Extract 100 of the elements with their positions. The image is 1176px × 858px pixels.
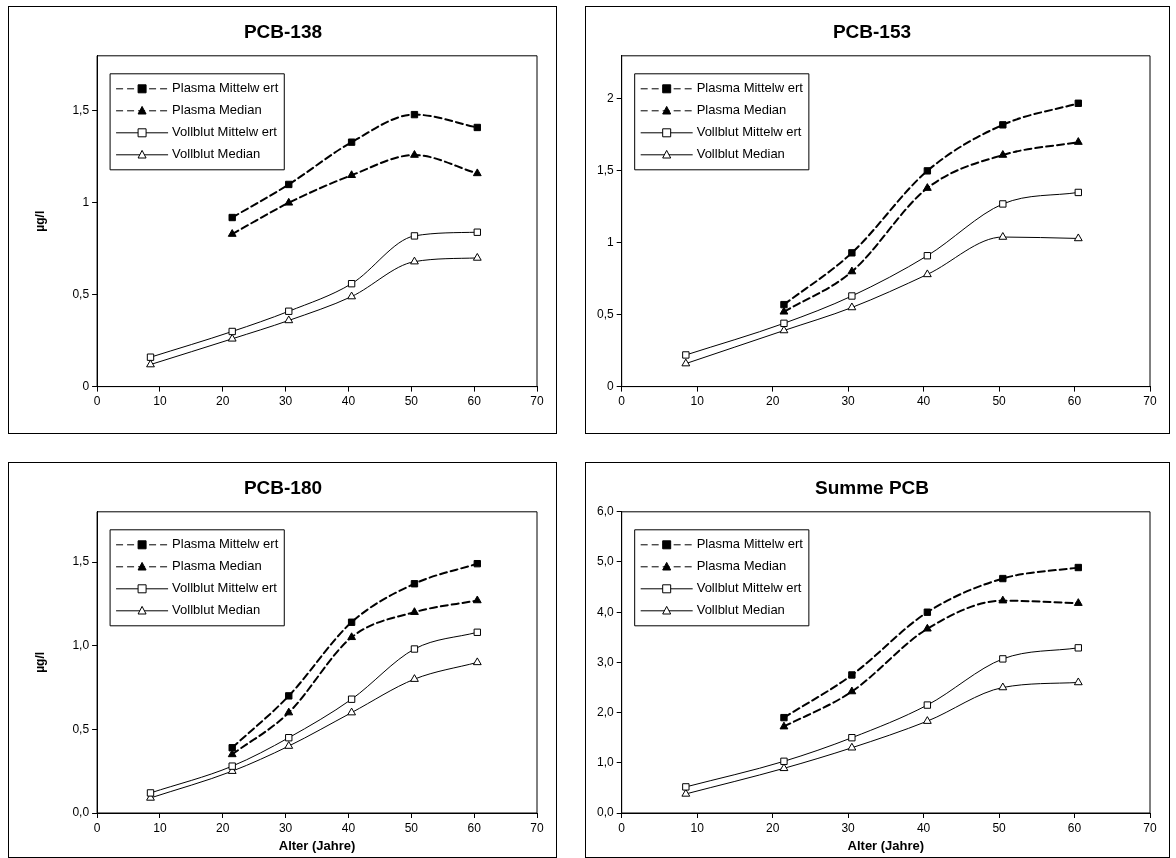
point: [848, 671, 856, 679]
y-tick-label: 1,0: [72, 637, 90, 652]
legend-label: Plasma Mittelw ert: [696, 536, 804, 552]
x-tick-label: 10: [153, 820, 167, 835]
x-tick-label: 20: [765, 820, 780, 835]
x-tick-label: 0: [93, 394, 101, 409]
x-tick-label: 20: [765, 394, 780, 409]
point: [1073, 677, 1083, 686]
x-tick-label: 20: [216, 820, 230, 835]
point: [472, 657, 482, 666]
x-tick-label: 0: [93, 820, 101, 835]
y-tick-label: 1: [82, 195, 90, 210]
y-tick-label: 2,0: [596, 704, 614, 719]
point: [847, 686, 857, 695]
legend-label: Plasma Median: [696, 102, 787, 118]
x-tick-label: 60: [467, 394, 482, 409]
point: [923, 252, 932, 260]
point: [347, 170, 356, 179]
point: [779, 306, 789, 315]
point: [347, 291, 356, 300]
point: [473, 228, 481, 236]
legend-label: Plasma Mittelw ert: [172, 536, 279, 552]
point: [1074, 188, 1082, 197]
chart-title: PCB-153: [832, 20, 912, 42]
point: [146, 359, 155, 368]
point: [228, 213, 236, 222]
legend-label: Plasma Median: [172, 558, 262, 574]
point: [410, 607, 419, 615]
point: [847, 302, 857, 311]
point: [284, 707, 294, 716]
y-axis-title: µg/l: [32, 651, 47, 673]
point: [410, 645, 419, 653]
x-tick-label: 0: [618, 394, 626, 409]
y-tick-label: 5,0: [596, 554, 614, 569]
point: [285, 692, 293, 700]
x-tick-label: 50: [992, 394, 1007, 409]
x-tick-label: 60: [1067, 394, 1082, 409]
point: [473, 628, 481, 636]
y-tick-label: 1: [606, 235, 614, 250]
point: [999, 655, 1007, 663]
legend-label: Plasma Median: [172, 102, 262, 118]
point: [998, 232, 1008, 240]
y-tick-label: 3,0: [596, 654, 614, 669]
point: [998, 595, 1008, 604]
y-tick-label: 0,0: [72, 805, 90, 820]
legend-label: Vollblut Median: [172, 146, 261, 162]
point: [1073, 137, 1083, 145]
point: [682, 783, 690, 791]
point: [847, 266, 857, 275]
x-tick-label: 70: [1143, 820, 1157, 835]
point: [922, 183, 932, 191]
point: [1074, 99, 1082, 107]
point: [227, 229, 237, 237]
point: [472, 252, 482, 261]
x-tick-label: 30: [841, 820, 856, 835]
y-tick-label: 1,0: [596, 755, 614, 770]
point: [410, 150, 419, 158]
point: [146, 353, 155, 361]
y-tick-label: 0,0: [596, 805, 614, 820]
x-tick-label: 50: [992, 820, 1007, 835]
legend-label: Plasma Mittelw ert: [172, 80, 279, 96]
point: [848, 249, 856, 257]
x-tick-label: 60: [467, 820, 482, 835]
point: [780, 757, 788, 765]
x-tick-label: 10: [690, 394, 705, 409]
point: [146, 789, 155, 797]
y-tick-label: 0,5: [72, 721, 90, 736]
x-tick-label: 20: [216, 394, 230, 409]
point: [285, 307, 293, 315]
x-tick-label: 40: [341, 394, 356, 409]
point: [228, 762, 236, 770]
y-tick-label: 1,5: [596, 163, 614, 178]
point: [682, 351, 690, 359]
x-tick-label: 30: [841, 394, 856, 409]
x-tick-label: 70: [1143, 394, 1157, 409]
point: [410, 256, 419, 265]
point: [848, 292, 856, 300]
x-axis-title: Alter (Jahre): [847, 837, 925, 853]
point: [347, 632, 356, 641]
point: [284, 197, 294, 206]
point: [410, 232, 419, 240]
point: [347, 280, 356, 288]
point: [999, 121, 1007, 129]
y-tick-label: 0,5: [72, 287, 90, 302]
point: [285, 180, 293, 189]
point: [285, 734, 293, 742]
y-tick-label: 1,5: [72, 554, 90, 569]
y-axis-title: µg/l: [32, 210, 47, 232]
x-tick-label: 10: [153, 394, 167, 409]
point: [780, 319, 788, 327]
point: [1073, 598, 1083, 606]
chart-title: PCB-138: [243, 20, 323, 42]
legend-label: Vollblut Mittelw ert: [172, 580, 278, 596]
point: [284, 315, 294, 324]
point: [1073, 233, 1083, 242]
x-tick-label: 30: [278, 820, 293, 835]
x-tick-label: 60: [1067, 820, 1082, 835]
point: [347, 695, 356, 703]
point: [998, 682, 1008, 691]
point: [923, 167, 932, 175]
